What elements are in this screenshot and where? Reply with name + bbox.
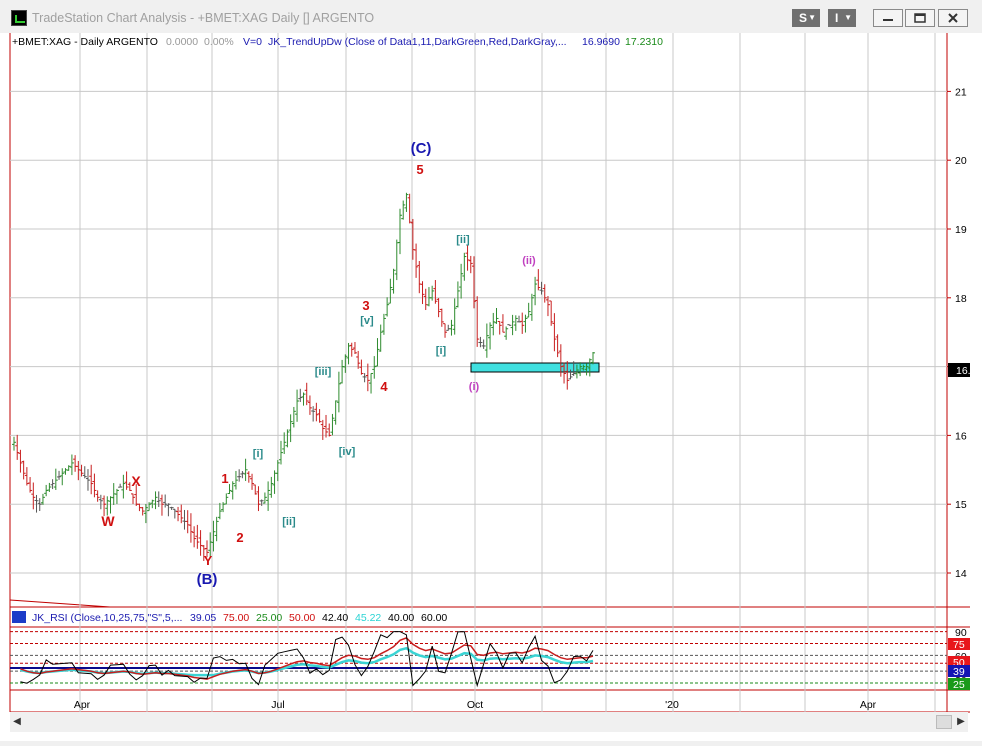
rsi-value-7: 40.00 [388, 612, 414, 624]
wave-label: 5 [416, 162, 423, 177]
volume-value: V=0 [243, 36, 262, 48]
wave-label: [ii] [282, 516, 296, 528]
time-tick-label: '20 [665, 699, 679, 711]
rsi-value-8: 60.00 [421, 612, 447, 624]
current-price-label: 16.9 [956, 365, 977, 377]
wave-label: (C) [411, 140, 432, 157]
price-gridlines [10, 90, 947, 574]
rsi-level-lines [10, 631, 947, 684]
rsi-label: JK_RSI (Close,10,25,75,"S",5,... [32, 612, 182, 624]
rsi-value-5: 42.40 [322, 612, 348, 624]
rsi-pane-icon [12, 611, 26, 623]
restore-button[interactable] [905, 9, 935, 27]
rsi-badge-label: 25 [953, 679, 965, 691]
i-menu-button[interactable]: I ▼ [828, 9, 856, 27]
price-bars [12, 192, 595, 561]
scroll-thumb[interactable] [936, 715, 952, 729]
wave-label: Y [204, 553, 213, 568]
window-titlebar: TradeStation Chart Analysis - +BMET:XAG … [0, 0, 982, 36]
rsi-value-2: 75.00 [223, 612, 249, 624]
price-tick-label: 21 [955, 86, 967, 98]
time-tick-label: Jul [271, 699, 284, 711]
minimize-icon [883, 19, 893, 21]
tradestation-app-icon [11, 10, 27, 26]
i-dropdown-arrow-icon: ▼ [844, 13, 852, 22]
rsi-line [20, 631, 594, 688]
price-tick-label: 18 [955, 293, 967, 305]
price-tick-label: 15 [955, 499, 967, 511]
wave-label: W [101, 513, 115, 529]
wave-label: 4 [380, 379, 388, 394]
rsi-badge-label: 39 [953, 666, 965, 678]
price-axis: 2120191817161514 [947, 86, 967, 580]
chart-area[interactable]: +BMET:XAG - Daily ARGENTO 0.0000 0.00% V… [0, 33, 982, 741]
scroll-right-arrow-icon[interactable]: ▶ [957, 716, 965, 727]
indicator-label: JK_TrendUpDw (Close of Data1,11,DarkGree… [268, 36, 567, 48]
s-button-label: S [799, 11, 808, 25]
symbol-label: +BMET:XAG - Daily ARGENTO [12, 36, 158, 48]
price-tick-label: 19 [955, 224, 967, 236]
time-tick-label: Apr [74, 699, 91, 711]
percent-change: 0.00% [204, 36, 234, 48]
rsi-badge-label: 50 [953, 657, 965, 669]
rsi-lines [20, 631, 594, 688]
change-value: 0.0000 [166, 36, 198, 48]
price-chart[interactable]: +BMET:XAG - Daily ARGENTO 0.0000 0.00% V… [0, 33, 982, 741]
price-tick-label: 20 [955, 155, 967, 167]
wave-label: [iv] [339, 446, 356, 458]
time-tick-label: Oct [467, 699, 483, 711]
wave-label: [i] [253, 448, 264, 460]
wave-labels: X W Y (B) 1 2 [i] [ii] [iii] [iv] [v] 3 4 5 (C) [i] [ii]… [101, 140, 536, 588]
rsi-value-1: 39.05 [190, 612, 216, 624]
s-menu-button[interactable]: S ▼ [792, 9, 820, 27]
restore-icon [914, 13, 926, 23]
price-tick-label: 14 [955, 568, 967, 580]
rsi-red-line [20, 637, 594, 680]
time-axis: Apr Jul Oct '20 Apr [74, 699, 877, 711]
wave-label: 2 [236, 530, 243, 545]
wave-label: X [131, 473, 141, 489]
rsi-tick-label: 90 [955, 627, 967, 639]
wave-label: 3 [362, 298, 369, 313]
indicator-value-2: 17.2310 [625, 36, 663, 48]
wave-label: [i] [436, 345, 447, 357]
rsi-badge-label: 75 [953, 639, 965, 651]
rsi-value-4: 50.00 [289, 612, 315, 624]
s-dropdown-arrow-icon: ▼ [808, 13, 816, 22]
current-price-badge [948, 363, 970, 377]
indicator-value-1: 16.9690 [582, 36, 620, 48]
svg-text:+BMET:XAG - Daily ARGENTO: +BMET:XAG - Daily ARGENTO [12, 36, 158, 48]
wave-label: [ii] [456, 234, 470, 246]
rsi-value-3: 25.00 [256, 612, 282, 624]
wave-label: (i) [469, 381, 480, 393]
minimize-button[interactable] [873, 9, 903, 27]
wave-label: 1 [221, 471, 228, 486]
window-title: TradeStation Chart Analysis - +BMET:XAG … [32, 11, 375, 25]
wave-label: [iii] [315, 366, 332, 378]
rsi-badge [948, 638, 970, 650]
i-button-label: I [835, 11, 839, 25]
close-icon [948, 13, 958, 23]
rsi-axis: 90603075503925 [948, 627, 970, 691]
rsi-badge [948, 678, 970, 690]
close-button[interactable] [938, 9, 968, 27]
support-zone-box [470, 362, 600, 373]
wave-label: (B) [197, 571, 218, 588]
scroll-left-arrow-icon[interactable]: ◀ [13, 716, 21, 727]
horizontal-scrollbar[interactable]: ◀ ▶ [10, 712, 968, 732]
time-tick-label: Apr [860, 699, 877, 711]
wave-label: [v] [360, 315, 374, 327]
wave-label: (ii) [522, 255, 536, 267]
price-tick-label: 16 [955, 430, 967, 442]
rsi-value-6: 45.22 [355, 612, 381, 624]
rsi-badge [948, 665, 970, 677]
